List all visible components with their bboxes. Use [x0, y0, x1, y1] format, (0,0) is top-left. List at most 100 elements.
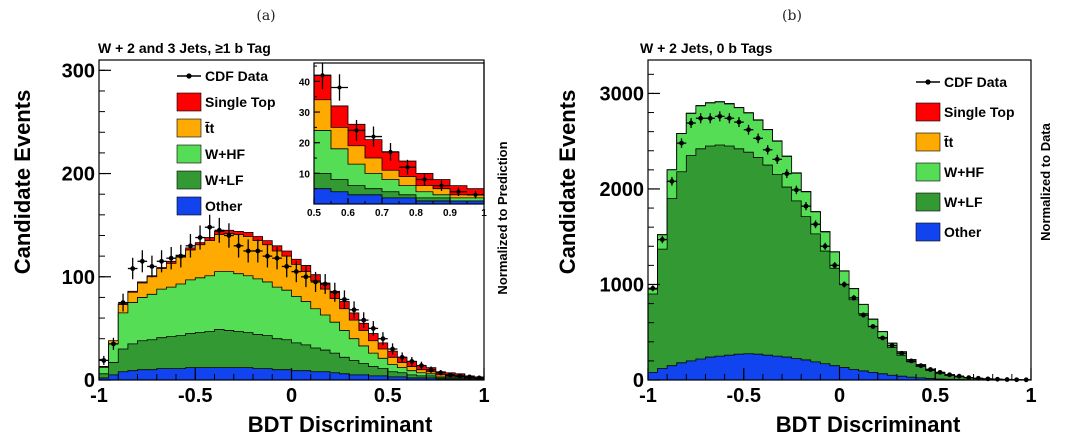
- panel-a-y-tick-label: 200: [62, 164, 95, 186]
- panel-b-data-point: [743, 124, 754, 135]
- panel-a-data-point: [147, 255, 157, 278]
- svg-text:W+LF: W+LF: [205, 172, 244, 188]
- panel-a-inset-x-tick-label: 0.7: [375, 208, 389, 219]
- panel-a-data-point: [176, 244, 186, 268]
- panel-a-inset: 0.5 0.6 0.7 0.8 0.9 1 10 20 30 40: [299, 62, 487, 219]
- panel-b-data-point: [916, 363, 926, 369]
- panel-b-data-point: [829, 262, 840, 269]
- panel-a-x-tick-label: -1: [90, 385, 108, 407]
- panel-a-inset-data-point: [331, 74, 348, 101]
- panel-a-data-point: [320, 274, 330, 294]
- panel-b-data-point: [667, 176, 677, 186]
- panel-b-data-point: [724, 113, 735, 124]
- svg-text:W+HF: W+HF: [205, 146, 246, 162]
- panel-a-data-point: [243, 239, 253, 263]
- panel-a-inset-data-point: [365, 126, 382, 147]
- panel-a-inset-y-tick-label: 30: [299, 108, 311, 119]
- panel-a-data-point: [99, 355, 109, 365]
- panel-b-data-point: [925, 367, 936, 372]
- panel-a-inset-y-tick-label: 10: [299, 169, 311, 180]
- panel-a-x-tick-label: -0.5: [178, 385, 212, 407]
- panel-a-legend-w-hf: W+HF: [176, 144, 246, 164]
- panel-a-inset-x-tick-label: 0.9: [443, 208, 457, 219]
- panel-b-data-point: [992, 376, 1003, 382]
- panel-a-data-point: [387, 343, 398, 355]
- panel-b-x-tick-label: -1: [639, 385, 657, 407]
- panel-a-data-point: [301, 266, 311, 288]
- panel-b-data-point: [686, 118, 696, 128]
- panel-b-side-label: Normalized to Data: [1038, 122, 1053, 241]
- panel-a-inset-data-point: [399, 159, 416, 175]
- panel-a-data-point: [166, 246, 176, 270]
- panel-b-data-point: [801, 202, 811, 211]
- panel-a-data-point: [330, 282, 340, 302]
- panel-b-legend-w-hf: W+HF: [915, 162, 985, 182]
- panel-a-data-point: [195, 225, 205, 250]
- panel-a-legend-ttbar: t̄t: [176, 118, 215, 138]
- panel-b-data-point: [849, 295, 859, 301]
- panel-b-data-point: [944, 372, 955, 378]
- panel-a-data-point: [118, 293, 128, 312]
- panel-a-legend-other: Other: [176, 196, 243, 216]
- panel-a-legend-single-top: Single Top: [176, 92, 276, 112]
- panel-a-data-point: [262, 244, 273, 268]
- panel-a-inset-y-tick-label: 40: [299, 77, 311, 88]
- panel-a-y-tick-label: 100: [62, 267, 95, 289]
- panel-b-data-point: [810, 220, 821, 229]
- panel-b-y-tick-label: 2000: [600, 179, 645, 201]
- panel-b-data-point: [896, 350, 907, 356]
- panel-b-data-point: [657, 235, 668, 244]
- panel-a-inset-data-point: [382, 143, 399, 161]
- panel-b-data-point: [695, 113, 706, 124]
- panel-a-inset-data-point: [433, 180, 450, 191]
- panel-a-data-point: [233, 234, 244, 258]
- panel-a-data-point: [253, 239, 263, 263]
- svg-text:CDF Data: CDF Data: [944, 74, 1007, 90]
- svg-text:t̄t: t̄t: [943, 134, 953, 150]
- panel-a-inset-data-point: [314, 63, 331, 90]
- panel-b-letter: (b): [782, 8, 802, 24]
- panel-a-data-point: [224, 223, 234, 248]
- panel-a-data-point: [426, 366, 436, 373]
- panel-b-plot: -1 -0.5 0 0.5 1 0 1000 2000 3000: [600, 59, 1037, 407]
- panel-a-data-point: [156, 250, 167, 273]
- panel-a-inset-x-tick-label: 0.8: [409, 208, 423, 219]
- panel-b-data-point: [753, 133, 763, 144]
- panel-b-data-point: [887, 343, 897, 349]
- panel-a-y-tick-label: 300: [62, 60, 95, 82]
- panel-a-letter: (a): [256, 8, 275, 24]
- panel-a-inset-series-other: [313, 188, 485, 205]
- panel-a-inset-x-tick-label: 1: [481, 208, 487, 219]
- panel-a-data-point: [378, 332, 388, 346]
- panel-b-y-tick-label: 0: [633, 370, 644, 392]
- panel-a-data-point: [339, 290, 350, 309]
- panel-a-data-point: [281, 255, 292, 278]
- panel-a-y-tick-label: 0: [84, 370, 95, 392]
- panel-a-data-point: [445, 372, 456, 378]
- panel-b-data-point: [705, 113, 716, 124]
- panel-b-data-point: [734, 117, 744, 128]
- panel-a-inset-data-point: [416, 173, 433, 186]
- panel-a-data-point: [108, 337, 119, 350]
- panel-a-x-tick-label: 1: [478, 385, 489, 407]
- panel-b-x-axis-title: BDT Discriminant: [776, 412, 961, 437]
- panel-b-legend-ttbar: t̄t: [915, 132, 954, 152]
- panel-b-data-point: [868, 324, 878, 329]
- panel-a-data-point: [185, 234, 196, 258]
- panel-a-data-point: [204, 214, 215, 240]
- panel-b-data-point: [954, 373, 964, 379]
- panel-a-data-point: [137, 250, 148, 273]
- panel-b-data-point: [676, 138, 687, 148]
- panel-b-title: W + 2 Jets, 0 b Tags: [640, 40, 773, 56]
- panel-a-data-point: [214, 217, 225, 243]
- panel-a-data-point: [464, 374, 475, 380]
- panel-b-y-tick-label: 3000: [600, 83, 645, 105]
- svg-text:Single Top: Single Top: [944, 104, 1015, 120]
- panel-a-data-point: [358, 312, 369, 328]
- panel-b-x-tick-label: 0.5: [921, 385, 949, 407]
- panel-a-data-point: [407, 357, 417, 366]
- panel-a-data-point: [416, 361, 427, 370]
- svg-text:Single Top: Single Top: [205, 94, 276, 110]
